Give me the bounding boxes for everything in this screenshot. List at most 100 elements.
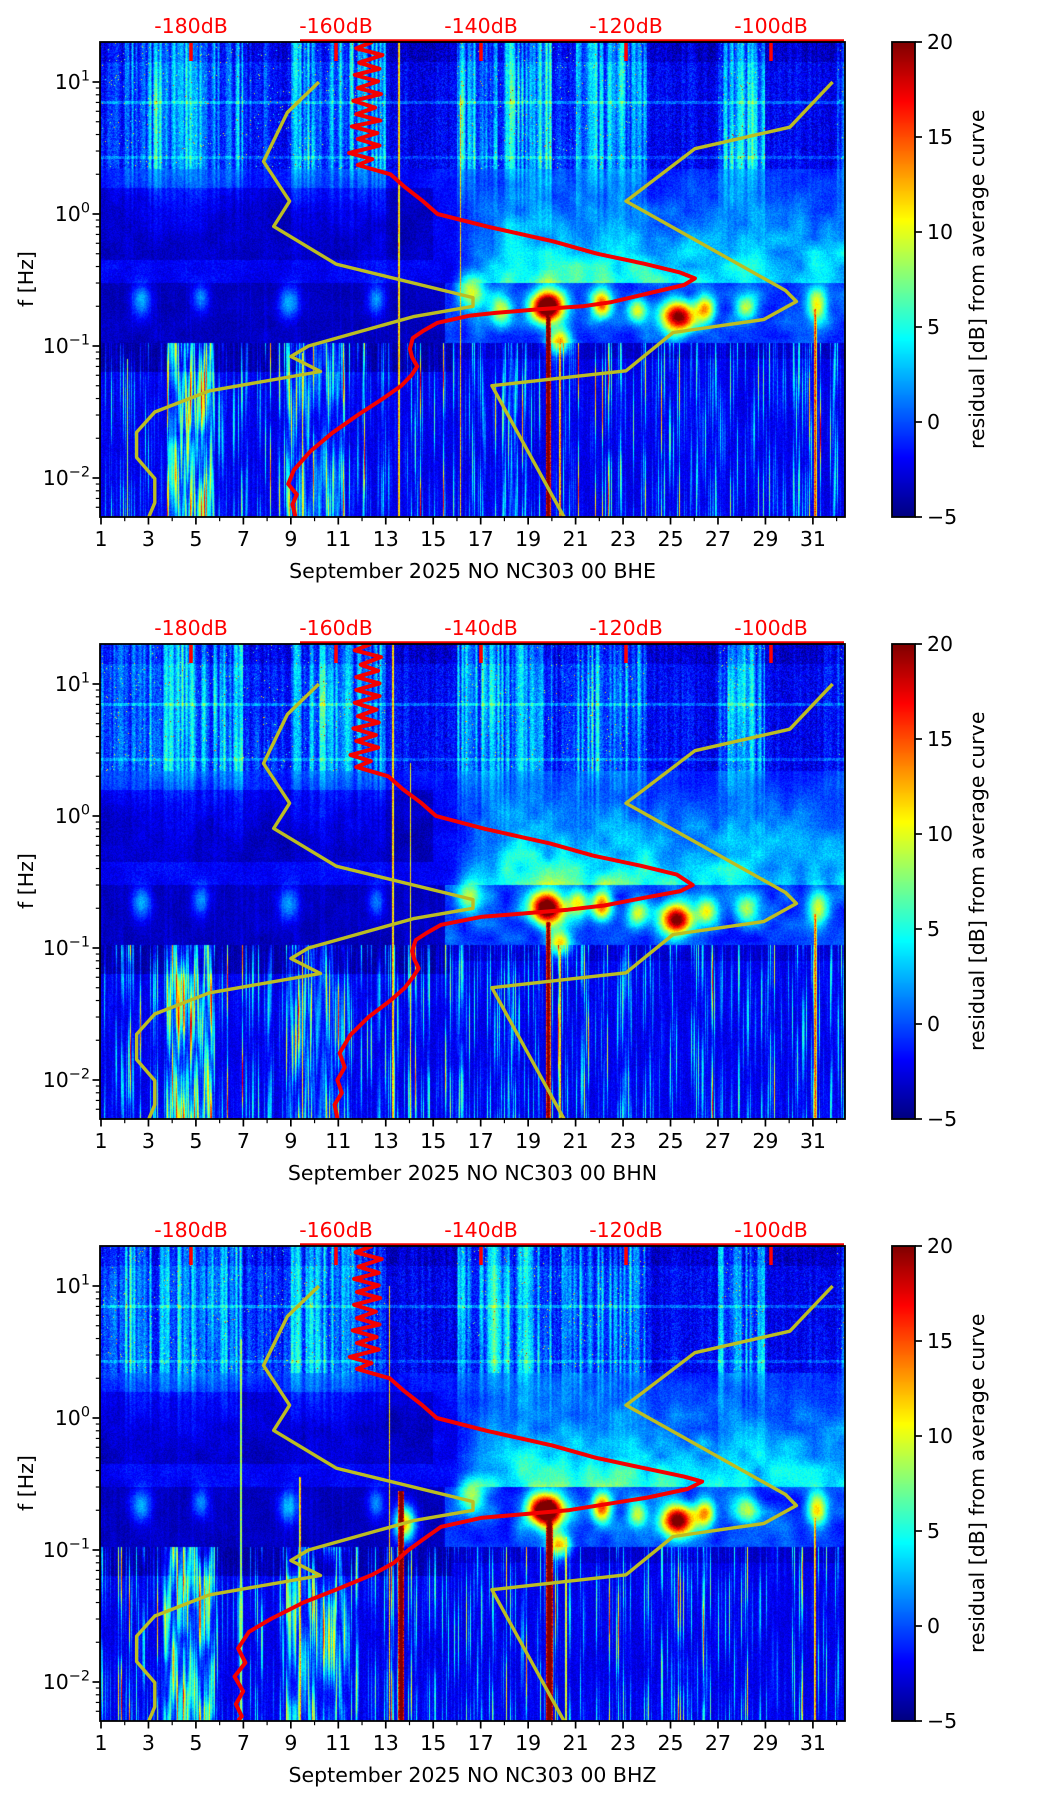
colorbar-tick-label: 5 bbox=[927, 917, 940, 941]
colorbar-tick-label: 10 bbox=[927, 220, 953, 244]
x-tick-label: 29 bbox=[752, 527, 778, 551]
x-tick-label: 15 bbox=[420, 1129, 446, 1153]
top-axis-tick-label: -120dB bbox=[589, 1218, 663, 1242]
colorbar-tick-label: −5 bbox=[927, 1709, 957, 1733]
top-axis-tick-label: -120dB bbox=[589, 14, 663, 38]
nhnm-model-curve bbox=[490, 1284, 834, 1721]
nlnm-model-curve bbox=[134, 682, 475, 1119]
top-axis-tick-label: -120dB bbox=[589, 616, 663, 640]
y-axis-title: f [Hz] bbox=[14, 853, 38, 910]
x-tick-label: 7 bbox=[237, 1129, 250, 1153]
x-tick-label: 23 bbox=[610, 1731, 636, 1755]
top-axis-tick-label: -100dB bbox=[734, 1218, 808, 1242]
x-tick-label: 19 bbox=[515, 1129, 541, 1153]
x-tick-label: 7 bbox=[237, 527, 250, 551]
spectrogram-heatmap bbox=[100, 1246, 845, 1721]
x-tick-label: 19 bbox=[515, 1731, 541, 1755]
x-tick-label: 17 bbox=[468, 1731, 494, 1755]
colorbar-tick-label: 10 bbox=[927, 822, 953, 846]
colorbar-gradient bbox=[892, 42, 915, 517]
x-tick-label: 23 bbox=[610, 527, 636, 551]
nhnm-model-curve bbox=[490, 80, 834, 517]
x-tick-label: 17 bbox=[468, 1129, 494, 1153]
spectrogram-heatmap bbox=[100, 42, 845, 517]
colorbar-tick-label: 20 bbox=[927, 1234, 953, 1258]
colorbar-tick-label: 5 bbox=[927, 1519, 940, 1543]
spectrogram-panel-bhe: -180dB -160dB -140dB -120dB -100dB 1 3 5 7 9 11 13 1… bbox=[0, 0, 1052, 602]
x-tick-label: 3 bbox=[142, 1731, 155, 1755]
colorbar-tick-label: −5 bbox=[927, 505, 957, 529]
x-tick-label: 31 bbox=[800, 1731, 826, 1755]
x-axis-title: September 2025 NO NC303 00 BHZ bbox=[288, 1763, 657, 1787]
x-tick-label: 9 bbox=[284, 1129, 297, 1153]
x-tick-label: 3 bbox=[142, 527, 155, 551]
x-tick-label: 5 bbox=[189, 1129, 202, 1153]
top-axis-tick-label: -160dB bbox=[299, 1218, 373, 1242]
colorbar-tick-label: 20 bbox=[927, 30, 953, 54]
x-tick-label: 15 bbox=[420, 527, 446, 551]
colorbar-tick-label: 15 bbox=[927, 727, 953, 751]
x-tick-label: 9 bbox=[284, 527, 297, 551]
x-tick-label: 7 bbox=[237, 1731, 250, 1755]
y-tick-label: 100 bbox=[55, 1405, 90, 1431]
average-psd-curve bbox=[232, 1246, 705, 1721]
top-axis-tick-label: -180dB bbox=[154, 616, 228, 640]
x-tick-label: 21 bbox=[563, 1129, 589, 1153]
y-tick-label: 10−1 bbox=[43, 935, 90, 961]
top-axis-tick-label: -100dB bbox=[734, 14, 808, 38]
y-tick-label: 10−1 bbox=[43, 333, 90, 359]
x-tick-label: 13 bbox=[373, 1129, 399, 1153]
colorbar-title: residual [dB] from average curve bbox=[965, 711, 989, 1052]
x-tick-label: 27 bbox=[705, 1129, 731, 1153]
x-tick-label: 11 bbox=[325, 1731, 351, 1755]
x-tick-label: 21 bbox=[563, 527, 589, 551]
colorbar-title: residual [dB] from average curve bbox=[965, 1313, 989, 1654]
top-axis-tick-label: -180dB bbox=[154, 14, 228, 38]
x-tick-label: 25 bbox=[657, 527, 683, 551]
top-axis-tick-label: -140dB bbox=[444, 616, 518, 640]
spectrogram-heatmap bbox=[100, 644, 845, 1119]
top-axis-tick-label: -140dB bbox=[444, 14, 518, 38]
x-tick-label: 13 bbox=[373, 1731, 399, 1755]
x-tick-label: 25 bbox=[657, 1731, 683, 1755]
colorbar-tick-label: 0 bbox=[927, 1012, 940, 1036]
x-axis-title: September 2025 NO NC303 00 BHN bbox=[287, 1161, 658, 1185]
x-tick-label: 1 bbox=[94, 1731, 107, 1755]
colorbar-tick-label: 15 bbox=[927, 1329, 953, 1353]
average-psd-curve bbox=[286, 42, 697, 517]
y-axis-title: f [Hz] bbox=[14, 1455, 38, 1512]
colorbar-tick-label: 20 bbox=[927, 632, 953, 656]
colorbar-tick-label: −5 bbox=[927, 1107, 957, 1131]
plot-frame bbox=[99, 1245, 846, 1722]
x-tick-label: 11 bbox=[325, 1129, 351, 1153]
colorbar-frame bbox=[891, 41, 916, 518]
colorbar-frame bbox=[891, 1245, 916, 1722]
colorbar-tick-label: 5 bbox=[927, 315, 940, 339]
top-axis-tick-label: -100dB bbox=[734, 616, 808, 640]
x-axis-title: September 2025 NO NC303 00 BHE bbox=[289, 559, 656, 583]
y-tick-label: 101 bbox=[55, 69, 90, 95]
y-tick-label: 10−2 bbox=[43, 465, 90, 491]
x-tick-label: 29 bbox=[752, 1731, 778, 1755]
colorbar-gradient bbox=[892, 1246, 915, 1721]
nlnm-model-curve bbox=[134, 80, 475, 517]
x-tick-label: 17 bbox=[468, 527, 494, 551]
y-tick-label: 100 bbox=[55, 201, 90, 227]
x-tick-label: 29 bbox=[752, 1129, 778, 1153]
top-axis-tick-label: -160dB bbox=[299, 14, 373, 38]
x-tick-label: 27 bbox=[705, 527, 731, 551]
y-tick-label: 101 bbox=[55, 671, 90, 697]
plot-frame bbox=[99, 41, 846, 518]
x-tick-label: 15 bbox=[420, 1731, 446, 1755]
y-tick-label: 100 bbox=[55, 803, 90, 829]
y-tick-label: 10−2 bbox=[43, 1669, 90, 1695]
average-psd-curve bbox=[332, 644, 695, 1119]
x-tick-label: 27 bbox=[705, 1731, 731, 1755]
x-tick-label: 9 bbox=[284, 1731, 297, 1755]
x-tick-label: 21 bbox=[563, 1731, 589, 1755]
x-tick-label: 23 bbox=[610, 1129, 636, 1153]
x-tick-label: 25 bbox=[657, 1129, 683, 1153]
